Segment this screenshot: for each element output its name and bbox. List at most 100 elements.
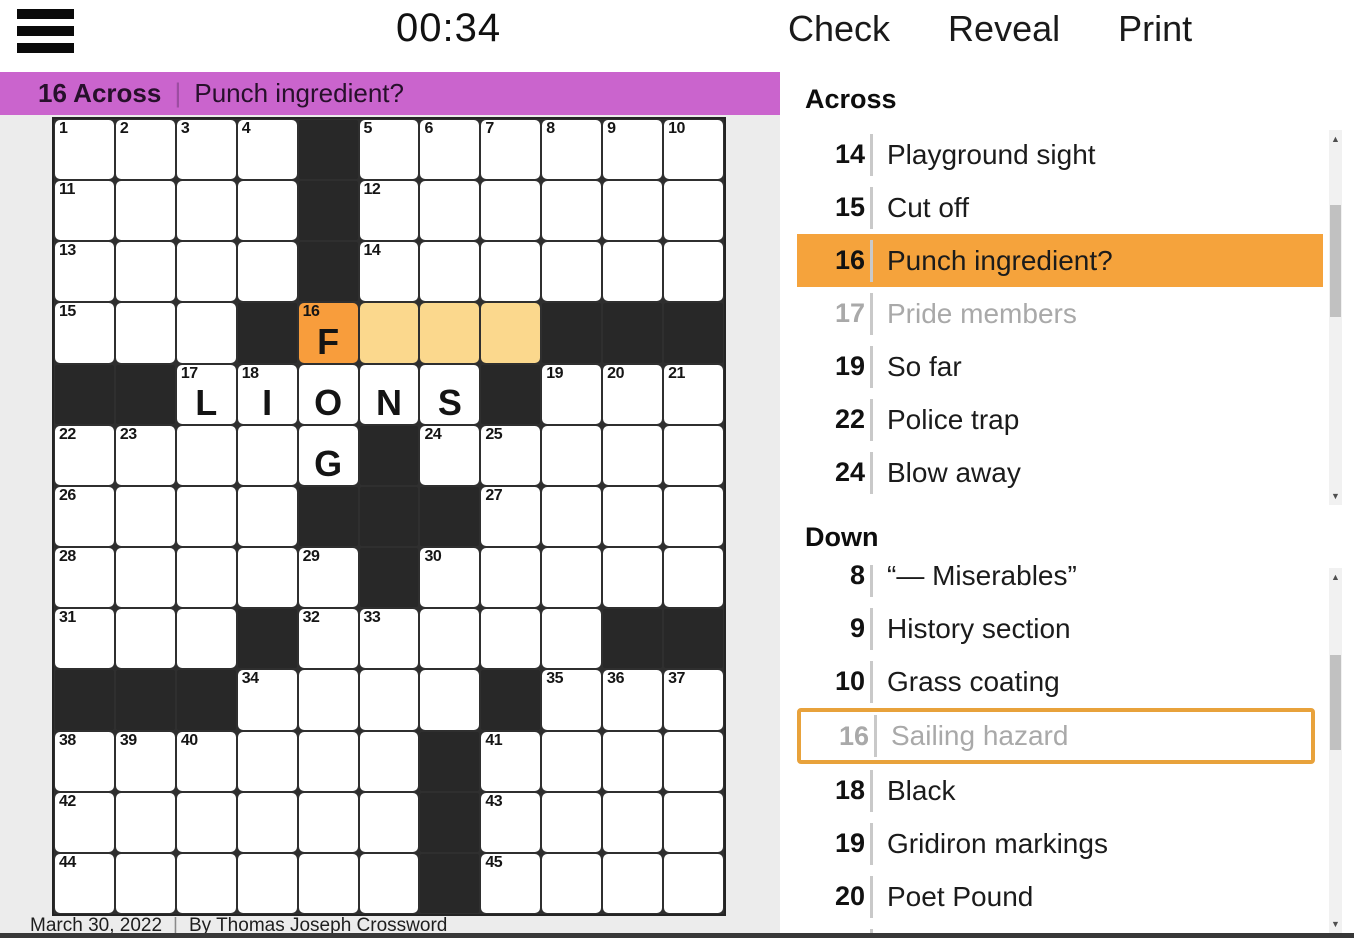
- grid-cell[interactable]: 31: [55, 609, 114, 669]
- grid-cell[interactable]: [176, 425, 236, 485]
- clue-row[interactable]: 18 Black: [797, 764, 1323, 817]
- grid-cell[interactable]: [603, 425, 663, 485]
- grid-cell[interactable]: 1: [55, 120, 114, 180]
- grid-cell[interactable]: [359, 731, 419, 791]
- grid-cell[interactable]: 8: [542, 120, 602, 180]
- grid-cell[interactable]: [481, 242, 541, 302]
- grid-cell[interactable]: [664, 486, 723, 547]
- grid-cell[interactable]: 16 F: [298, 303, 358, 363]
- grid-cell[interactable]: [237, 792, 297, 852]
- grid-cell[interactable]: [603, 242, 663, 302]
- grid-cell[interactable]: 17 L: [176, 364, 236, 424]
- grid-cell[interactable]: [603, 731, 663, 791]
- grid-cell[interactable]: [542, 792, 602, 852]
- grid-cell[interactable]: [542, 548, 602, 608]
- grid-cell[interactable]: [237, 548, 297, 608]
- grid-cell[interactable]: [176, 853, 236, 913]
- grid-cell[interactable]: [115, 853, 175, 913]
- grid-cell[interactable]: [115, 303, 175, 363]
- clue-row[interactable]: 16 Sailing hazard: [797, 708, 1315, 764]
- grid-cell[interactable]: 23: [115, 425, 175, 485]
- grid-cell[interactable]: [481, 303, 541, 363]
- clue-row[interactable]: 24 Blow away: [797, 446, 1323, 499]
- reveal-button[interactable]: Reveal: [948, 8, 1061, 49]
- across-scrollbar[interactable]: ▲ ▼: [1329, 130, 1342, 505]
- grid-cell[interactable]: [237, 181, 297, 241]
- grid-cell[interactable]: 3: [176, 120, 236, 180]
- grid-cell[interactable]: [542, 731, 602, 791]
- scroll-up-icon[interactable]: ▲: [1331, 134, 1340, 144]
- grid-cell[interactable]: [359, 303, 419, 363]
- grid-cell[interactable]: 19: [542, 364, 602, 424]
- grid-cell[interactable]: [481, 548, 541, 608]
- grid-cell[interactable]: [237, 242, 297, 302]
- grid-cell[interactable]: [359, 853, 419, 913]
- grid-cell[interactable]: 14: [359, 242, 419, 302]
- clue-row[interactable]: 8 “— Miserables”: [797, 565, 1323, 602]
- grid-cell[interactable]: 45: [481, 853, 541, 913]
- scroll-down-icon[interactable]: ▼: [1331, 491, 1340, 501]
- clue-row[interactable]: 9 History section: [797, 602, 1323, 655]
- grid-cell[interactable]: [298, 792, 358, 852]
- grid-cell[interactable]: [420, 303, 480, 363]
- grid-cell[interactable]: [176, 548, 236, 608]
- grid-cell[interactable]: 21: [664, 364, 723, 424]
- grid-cell[interactable]: [115, 486, 175, 547]
- grid-cell[interactable]: G: [298, 425, 358, 485]
- grid-cell[interactable]: 34: [237, 670, 297, 730]
- grid-cell[interactable]: 18 I: [237, 364, 297, 424]
- clue-row[interactable]: 19 So far: [797, 340, 1323, 393]
- grid-cell[interactable]: [420, 181, 480, 241]
- grid-cell[interactable]: 25: [481, 425, 541, 485]
- grid-cell[interactable]: 26: [55, 486, 114, 547]
- grid-cell[interactable]: 20: [603, 364, 663, 424]
- clue-row[interactable]: 17 Pride members: [797, 287, 1323, 340]
- scroll-down-icon[interactable]: ▼: [1331, 919, 1340, 929]
- grid-cell[interactable]: S: [420, 364, 480, 424]
- down-scrollbar-thumb[interactable]: [1330, 655, 1341, 750]
- clue-row[interactable]: 15 Cut off: [797, 181, 1323, 234]
- grid-cell[interactable]: [298, 670, 358, 730]
- grid-cell[interactable]: 9: [603, 120, 663, 180]
- grid-cell[interactable]: [237, 731, 297, 791]
- grid-cell[interactable]: 24: [420, 425, 480, 485]
- grid-cell[interactable]: [664, 425, 723, 485]
- grid-cell[interactable]: [603, 181, 663, 241]
- clue-row[interactable]: 14 Playground sight: [797, 128, 1323, 181]
- grid-cell[interactable]: [115, 609, 175, 669]
- grid-cell[interactable]: [603, 853, 663, 913]
- grid-cell[interactable]: 30: [420, 548, 480, 608]
- grid-cell[interactable]: [176, 792, 236, 852]
- grid-cell[interactable]: [237, 486, 297, 547]
- grid-cell[interactable]: [115, 242, 175, 302]
- grid-cell[interactable]: [481, 181, 541, 241]
- clue-row[interactable]: 22 Police trap: [797, 393, 1323, 446]
- grid-cell[interactable]: [664, 242, 723, 302]
- grid-cell[interactable]: [420, 609, 480, 669]
- grid-cell[interactable]: [664, 548, 723, 608]
- grid-cell[interactable]: [481, 609, 541, 669]
- grid-cell[interactable]: [542, 181, 602, 241]
- grid-cell[interactable]: 42: [55, 792, 114, 852]
- grid-cell[interactable]: [603, 548, 663, 608]
- grid-cell[interactable]: [115, 181, 175, 241]
- grid-cell[interactable]: [237, 425, 297, 485]
- grid-cell[interactable]: 5: [359, 120, 419, 180]
- grid-cell[interactable]: [542, 609, 602, 669]
- grid-cell[interactable]: [664, 181, 723, 241]
- grid-cell[interactable]: 36: [603, 670, 663, 730]
- grid-cell[interactable]: [115, 548, 175, 608]
- grid-cell[interactable]: 39: [115, 731, 175, 791]
- grid-cell[interactable]: [298, 853, 358, 913]
- grid-cell[interactable]: [603, 486, 663, 547]
- grid-cell[interactable]: 12: [359, 181, 419, 241]
- grid-cell[interactable]: 41: [481, 731, 541, 791]
- grid-cell[interactable]: [603, 792, 663, 852]
- clue-row[interactable]: 16 Punch ingredient?: [797, 234, 1323, 287]
- grid-cell[interactable]: 4: [237, 120, 297, 180]
- grid-cell[interactable]: 7: [481, 120, 541, 180]
- clue-row[interactable]: 10 Grass coating: [797, 655, 1323, 708]
- grid-cell[interactable]: [664, 792, 723, 852]
- grid-cell[interactable]: [298, 731, 358, 791]
- grid-cell[interactable]: 28: [55, 548, 114, 608]
